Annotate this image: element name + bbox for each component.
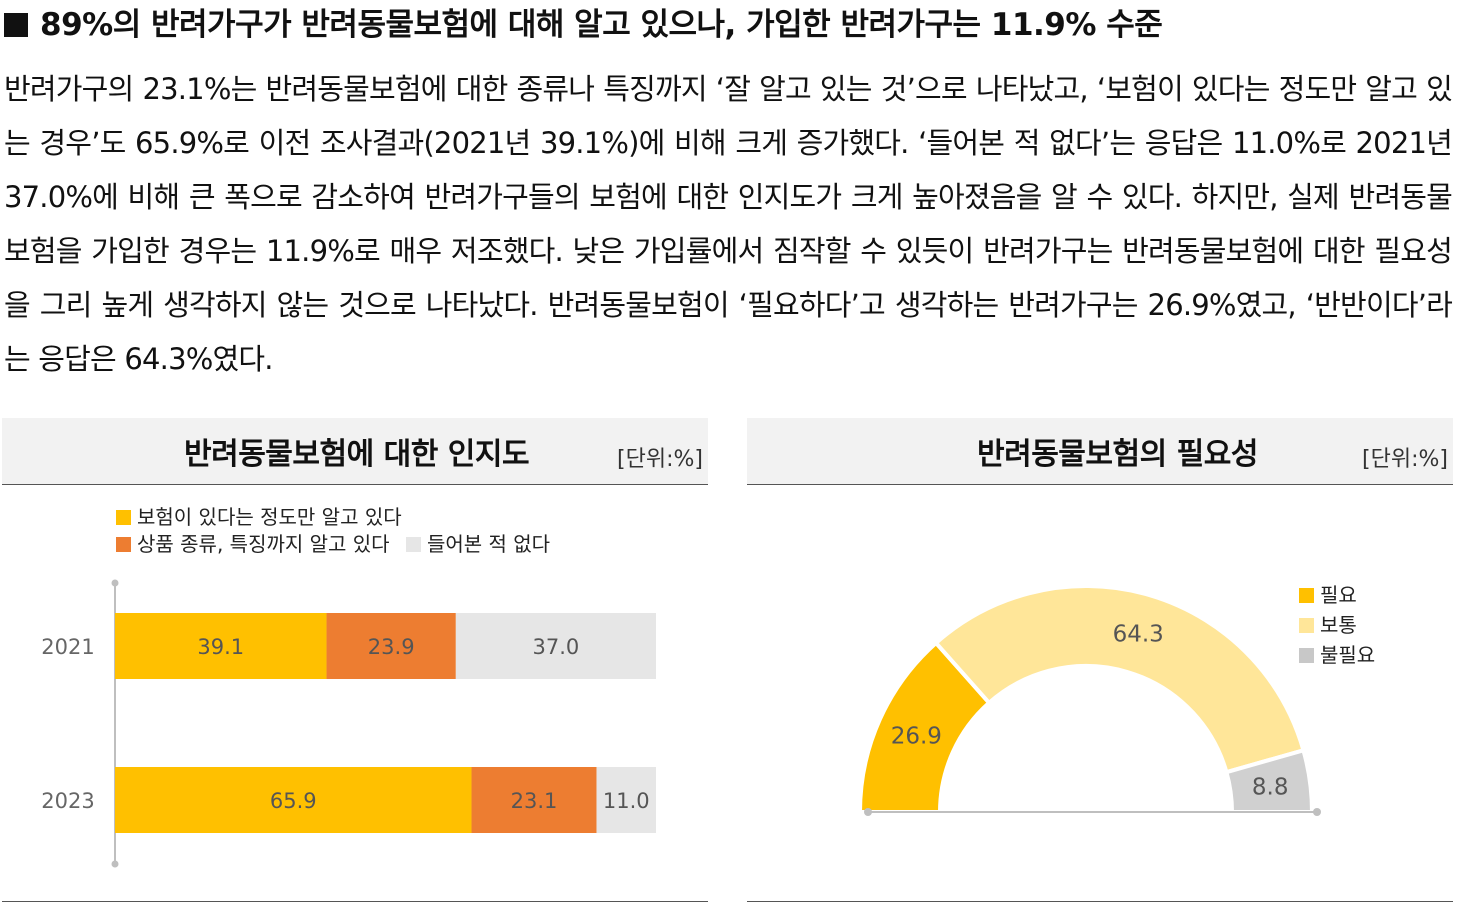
bar-segment	[115, 613, 327, 679]
legend-label-normal: 보통	[1320, 613, 1357, 637]
slice-value-label: 8.8	[1252, 774, 1289, 800]
bar-segment	[596, 767, 656, 833]
bar-segment	[115, 767, 472, 833]
awareness-chart-header: 반려동물보험에 대한 인지도 [단위:%]	[2, 418, 708, 485]
bar-value-label: 11.0	[603, 789, 650, 813]
bar-value-label: 65.9	[270, 789, 317, 813]
legend-item-2: 상품 종류, 특징까지 알고 있다 들어본 적 없다	[116, 531, 550, 557]
necessity-chart-title: 반려동물보험의 필요성	[977, 437, 1258, 472]
awareness-chart-panel: 반려동물보험에 대한 인지도 [단위:%] 보험이 있다는 정도만 알고 있다 …	[2, 418, 708, 902]
heading-text: 89%의 반려가구가 반려동물보험에 대해 알고 있으나, 가입한 반려가구는 …	[40, 7, 1163, 43]
legend-item-need: 필요	[1299, 582, 1357, 608]
legend-label-2: 상품 종류, 특징까지 알고 있다	[137, 532, 390, 556]
awareness-chart-title: 반려동물보험에 대한 인지도	[184, 437, 530, 472]
bar-segment	[326, 613, 456, 679]
legend-swatch-1	[116, 510, 131, 525]
donut-slice	[933, 584, 1306, 775]
legend-label-1: 보험이 있다는 정도만 알고 있다	[137, 505, 402, 529]
bar-value-label: 37.0	[533, 635, 580, 659]
square-bullet-icon	[4, 13, 28, 37]
axis-end-dot	[1313, 808, 1321, 816]
awareness-chart-unit: [단위:%]	[617, 447, 703, 472]
axis-end-dot	[111, 860, 119, 868]
legend-swatch-normal	[1299, 618, 1314, 633]
legend-item-1: 보험이 있다는 정도만 알고 있다	[116, 504, 402, 530]
legend-item-unneeded: 불필요	[1299, 642, 1375, 668]
legend-label-need: 필요	[1320, 583, 1357, 607]
legend-swatch-unneeded	[1299, 648, 1314, 663]
legend-swatch-need	[1299, 588, 1314, 603]
bar-value-label: 23.1	[511, 789, 558, 813]
legend-swatch-3	[405, 537, 421, 552]
axis-end-dot	[111, 579, 119, 587]
legend-label-unneeded: 불필요	[1320, 643, 1376, 667]
necessity-chart-header: 반려동물보험의 필요성 [단위:%]	[747, 418, 1453, 485]
legend-item-normal: 보통	[1299, 612, 1357, 638]
necessity-chart-bottom-rule	[747, 901, 1453, 902]
body-paragraph: 반려가구의 23.1%는 반려동물보험에 대한 종류나 특징까지 ‘잘 알고 있…	[4, 72, 1453, 376]
axis-end-dot	[864, 808, 872, 816]
awareness-chart-bottom-rule	[2, 901, 708, 902]
legend-swatch-2	[116, 537, 131, 552]
necessity-chart-unit: [단위:%]	[1362, 447, 1448, 472]
necessity-half-donut-chart: 26.9 64.3 8.8	[857, 584, 1321, 816]
section-heading: 89%의 반려가구가 반려동물보험에 대해 알고 있으나, 가입한 반려가구는 …	[4, 2, 1456, 48]
bar-value-label: 23.9	[368, 635, 415, 659]
awareness-bar-chart: 2021 39.1 23.9 37.0 2023 65.9 23.1 11.0	[41, 579, 656, 868]
necessity-chart-panel: 반려동물보험의 필요성 [단위:%] 필요 보통 불필요 26.9 64.3 8.8	[747, 418, 1453, 902]
bar-segment	[455, 613, 656, 679]
slice-value-label: 26.9	[891, 724, 942, 750]
category-tick-label: 2021	[41, 635, 94, 659]
category-tick-label: 2023	[41, 789, 94, 813]
bar-value-label: 39.1	[197, 635, 244, 659]
slice-value-label: 64.3	[1113, 621, 1164, 647]
legend-label-3: 들어본 적 없다	[426, 532, 551, 556]
bar-segment	[471, 767, 597, 833]
